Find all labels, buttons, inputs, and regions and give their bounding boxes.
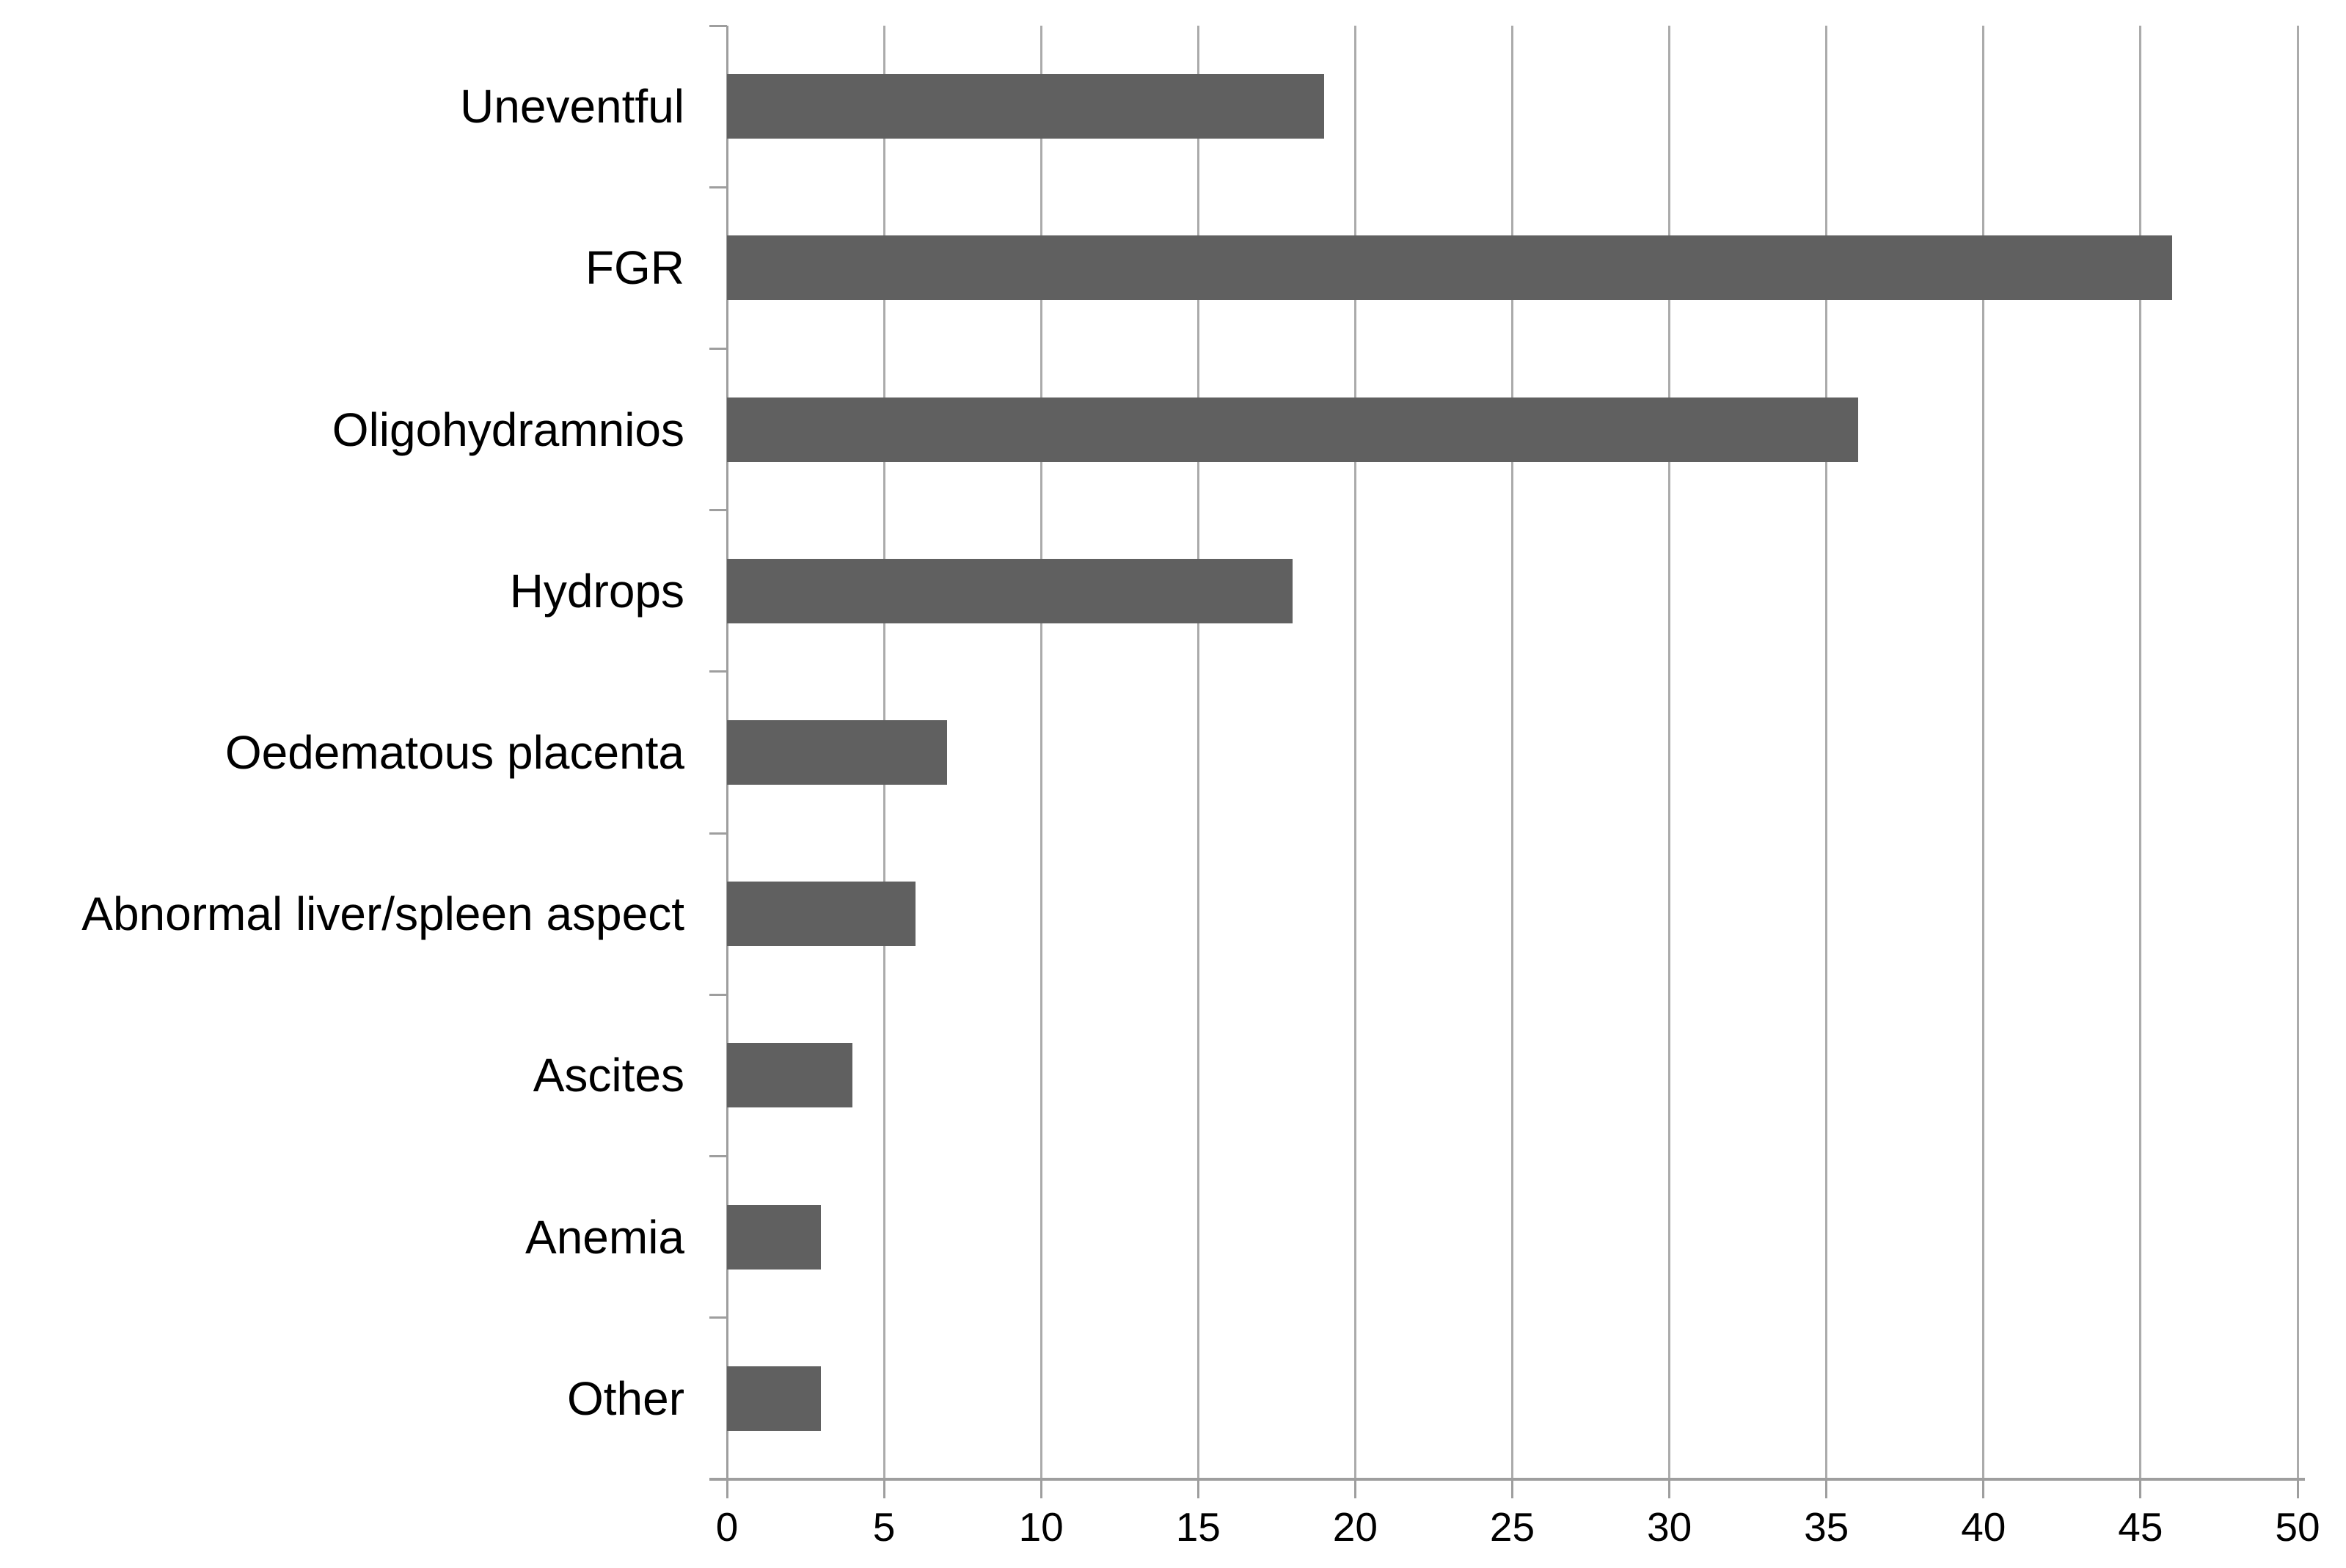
gridline [1511,26,1513,1479]
y-tick-mark [709,1316,727,1319]
category-label-oligohydramnios: Oligohydramnios [332,403,684,456]
y-tick-mark [709,347,727,350]
y-tick-mark [709,993,727,996]
bar-uneventful [727,74,1324,139]
y-tick-mark [709,670,727,673]
bar-anemia [727,1204,822,1270]
bar-fgr [727,235,2172,301]
gridline [1668,26,1671,1479]
y-tick-mark [709,24,727,27]
x-axis-line [709,1478,2305,1481]
x-tick-mark [1039,1479,1042,1498]
category-label-fgr: FGR [585,241,684,295]
x-tick-mark [726,1479,728,1498]
x-tick-mark [1982,1479,1985,1498]
x-tick-label: 50 [2275,1504,2320,1550]
bar-other [727,1366,822,1431]
x-tick-label: 15 [1175,1504,1221,1550]
x-tick-mark [1825,1479,1828,1498]
x-tick-label: 40 [1961,1504,2006,1550]
x-tick-label: 35 [1804,1504,1849,1550]
category-label-anemia: Anemia [525,1210,684,1264]
x-tick-label: 0 [715,1504,739,1550]
bar-ascites [727,1043,853,1108]
x-tick-label: 20 [1332,1504,1378,1550]
category-label-other: Other [566,1371,684,1425]
x-tick-mark [1511,1479,1513,1498]
category-label-hydrops: Hydrops [509,564,684,618]
gridline [1196,26,1199,1479]
bar-oligohydramnios [727,397,1858,462]
bar-hydrops [727,558,1293,623]
x-tick-label: 5 [872,1504,896,1550]
gridline [1982,26,1985,1479]
category-label-uneventful: Uneventful [460,80,684,133]
gridline [2139,26,2142,1479]
bar-oedematous-placenta [727,720,947,785]
x-tick-label: 10 [1018,1504,1064,1550]
y-tick-mark [709,832,727,835]
x-tick-label: 25 [1489,1504,1535,1550]
gridline [1825,26,1828,1479]
x-tick-label: 30 [1647,1504,1692,1550]
x-tick-mark [1353,1479,1356,1498]
x-tick-mark [1196,1479,1199,1498]
x-tick-mark [2296,1479,2299,1498]
category-label-ascites: Ascites [533,1049,684,1102]
gridline [1353,26,1356,1479]
category-label-abnormal-liver-spleen-aspect: Abnormal liver/spleen aspect [81,887,684,941]
bar-abnormal-liver-spleen-aspect [727,882,916,947]
gridline [1039,26,1042,1479]
y-tick-mark [709,509,727,512]
category-label-oedematous-placenta: Oedematous placenta [224,725,684,779]
gridline [2296,26,2299,1479]
x-tick-mark [2139,1479,2142,1498]
x-tick-mark [883,1479,885,1498]
y-tick-mark [709,186,727,188]
x-tick-mark [1668,1479,1671,1498]
x-tick-label: 45 [2118,1504,2163,1550]
y-tick-mark [709,1155,727,1158]
